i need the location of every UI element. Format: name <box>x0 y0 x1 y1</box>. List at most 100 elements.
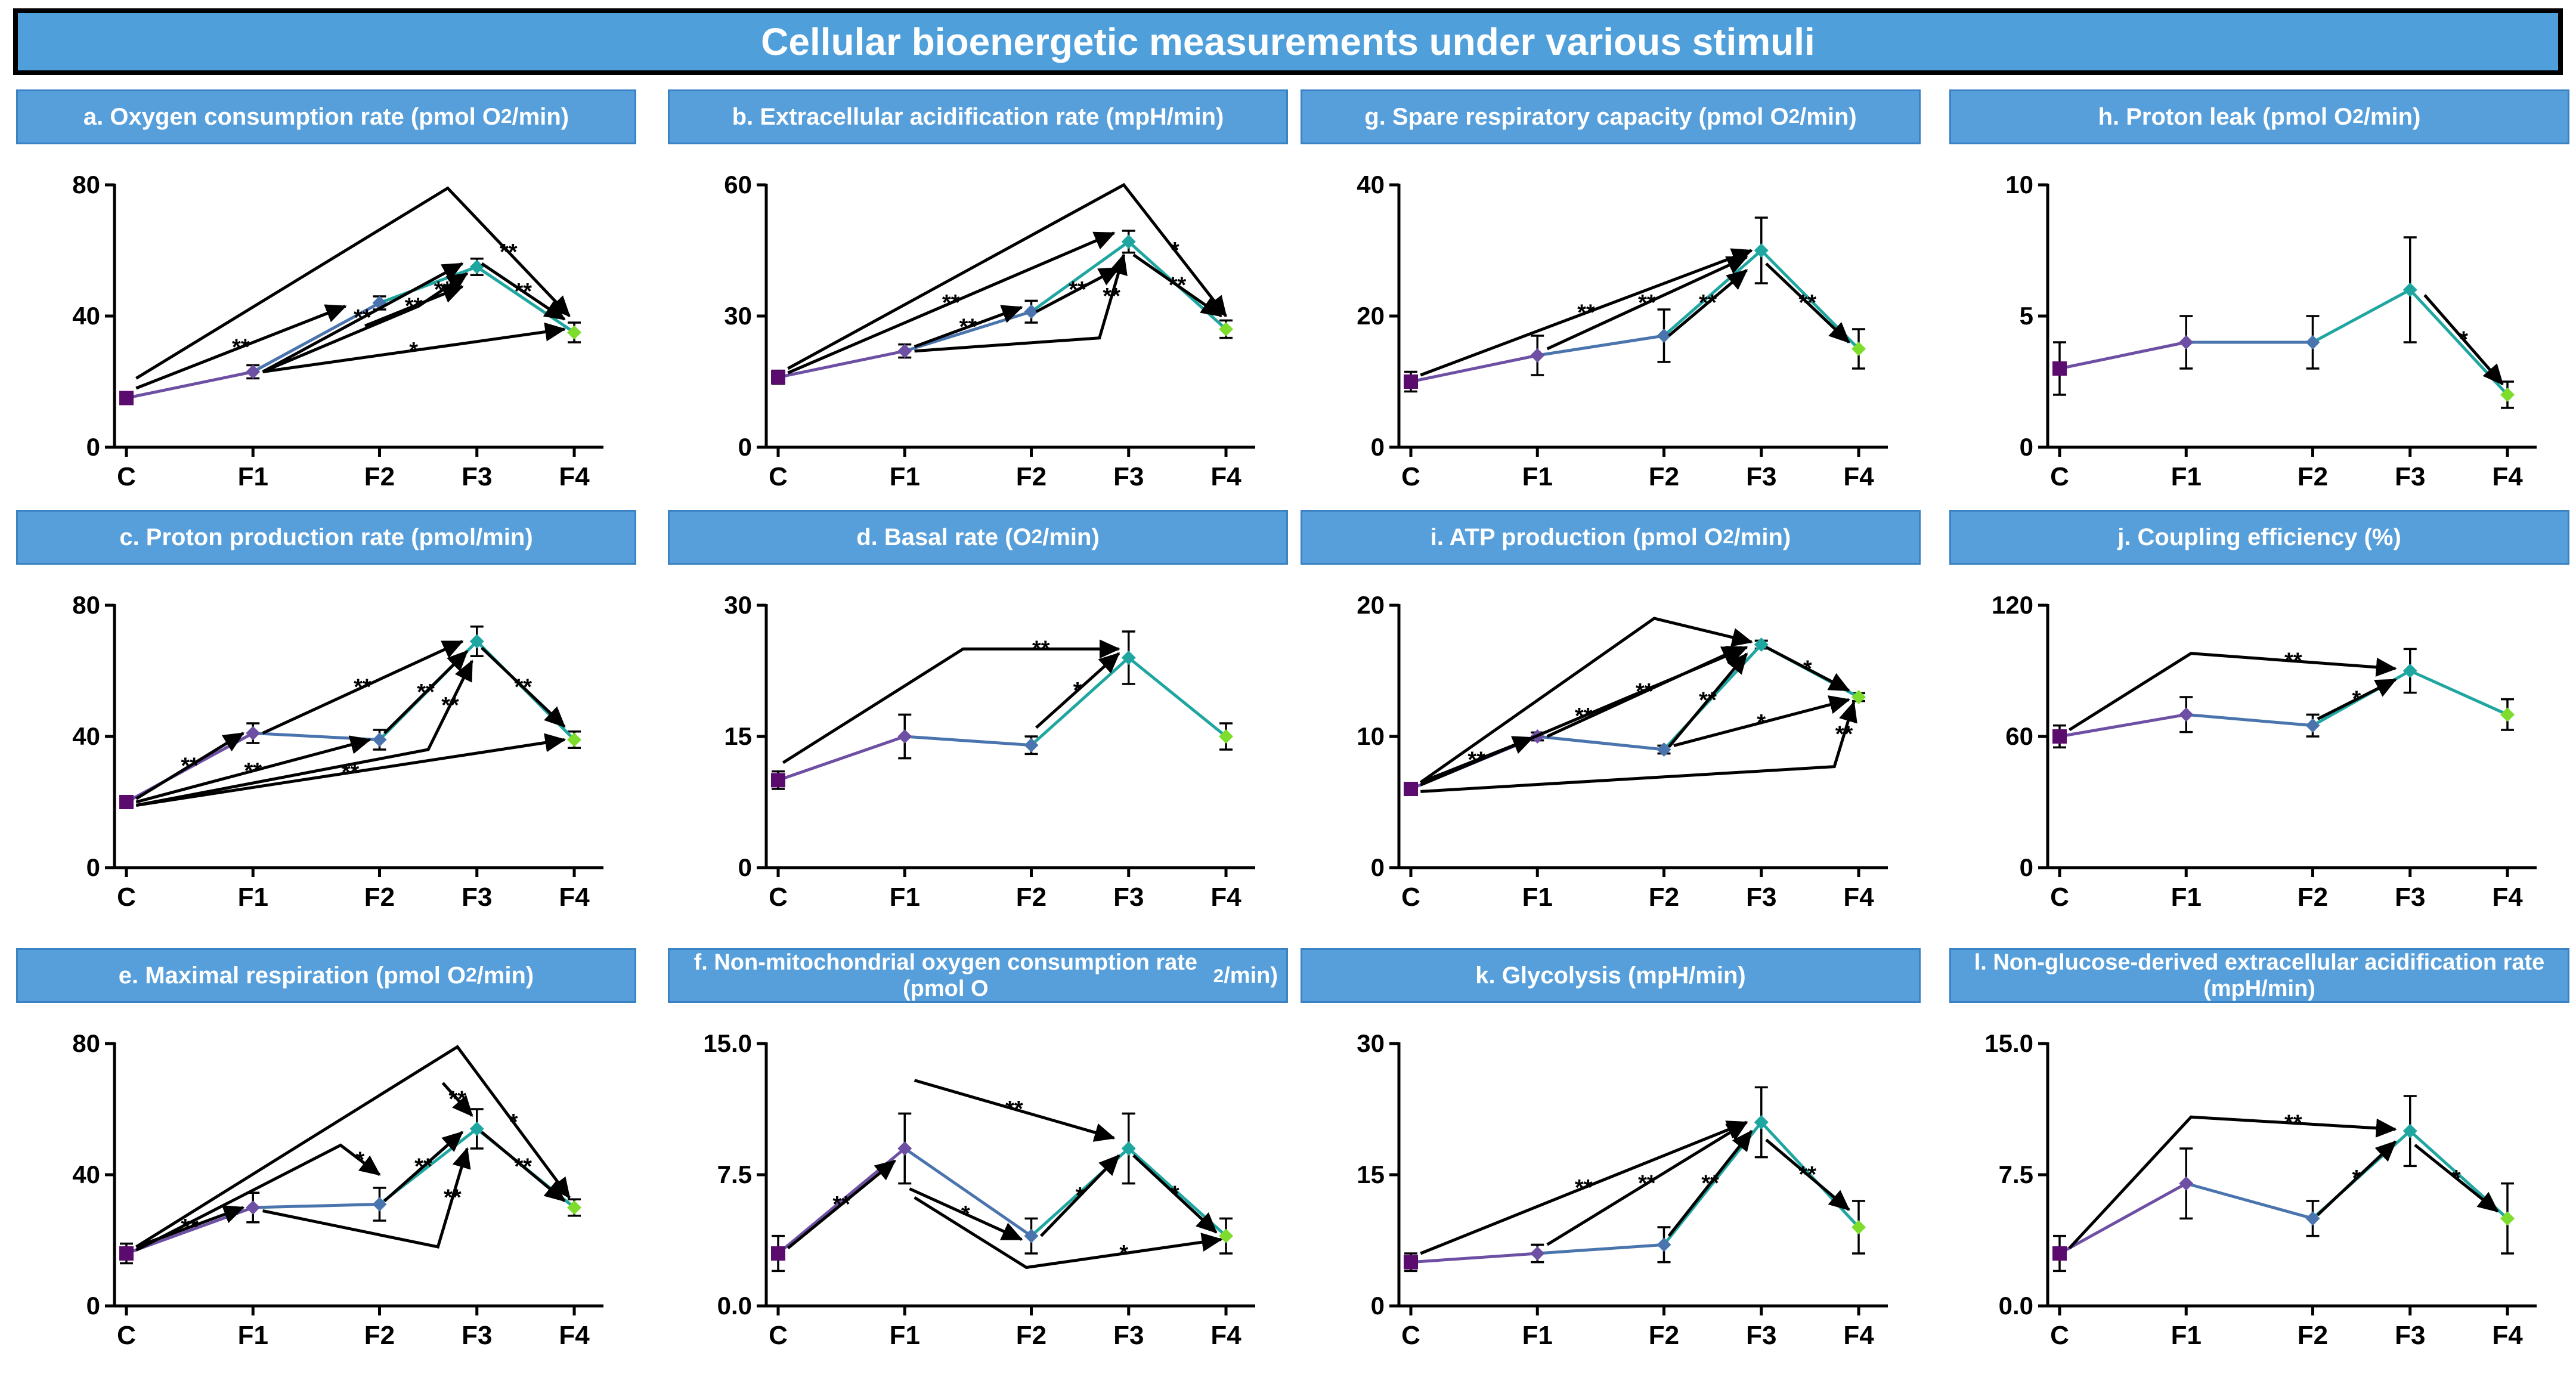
significance-label: * <box>355 1147 364 1172</box>
y-tick-label: 15.0 <box>703 1029 752 1057</box>
data-point <box>1219 322 1234 336</box>
data-point <box>1657 1237 1671 1252</box>
significance-arrow <box>1546 646 1744 738</box>
x-tick-label: F2 <box>1016 883 1046 912</box>
x-tick-label: F2 <box>1016 1321 1046 1350</box>
data-point <box>1121 651 1136 665</box>
chart-plot-g: 0 20 40 C F1 F2 F3 F4 ** ** ** ** <box>1357 171 1888 491</box>
significance-arrow <box>135 732 245 800</box>
x-tick-label: F4 <box>2492 1321 2523 1350</box>
data-point <box>1754 637 1769 652</box>
significance-label: ** <box>1636 679 1654 704</box>
significance-label: * <box>1171 1181 1179 1206</box>
y-tick-label: 60 <box>724 171 752 199</box>
significance-label: ** <box>414 1154 432 1179</box>
chart-plot-k: 0 15 30 C F1 F2 F3 F4 ** ** ** ** <box>1357 1029 1888 1350</box>
significance-arrow <box>1668 269 1748 337</box>
significance-arrow <box>1765 646 1850 692</box>
y-tick-label: 0 <box>2020 433 2033 461</box>
x-tick-label: C <box>1401 883 1420 912</box>
data-point <box>2179 335 2194 349</box>
significance-arrow <box>135 186 571 380</box>
x-tick-label: F3 <box>462 1321 492 1350</box>
figure-title: Cellular bioenergetic measurements under… <box>761 20 1815 63</box>
x-tick-label: F3 <box>1746 462 1776 491</box>
significance-arrow <box>1420 248 1753 377</box>
significance-label: ** <box>232 335 250 360</box>
data-point <box>1852 690 1866 704</box>
significance-arrow <box>1765 1138 1850 1211</box>
y-tick-label: 20 <box>1357 591 1385 619</box>
data-point <box>2402 664 2417 678</box>
x-tick-label: C <box>769 883 788 912</box>
chart-title: g. Spare respiratory capacity (pmol O 2/m… <box>1301 89 1921 144</box>
series-segment <box>778 735 906 782</box>
x-tick-label: F4 <box>2492 883 2523 912</box>
chart-panel-e: e. Maximal respiration (pmol O 2/min) 0 40 8… <box>13 948 639 1366</box>
series-segment <box>2186 713 2313 727</box>
x-tick-label: F1 <box>2171 1321 2202 1350</box>
data-point <box>246 1200 261 1215</box>
significance-arrow <box>481 1131 566 1202</box>
x-tick-label: F4 <box>559 883 590 912</box>
y-tick-label: 0 <box>86 1292 100 1320</box>
y-tick-label: 10 <box>1357 722 1385 750</box>
significance-arrow <box>787 182 1227 370</box>
data-point <box>1121 1141 1136 1156</box>
significance-arrow <box>914 1196 1223 1270</box>
x-tick-label: C <box>2050 883 2069 912</box>
series-segment <box>2059 340 2187 370</box>
chart-panel-i: i. ATP production (pmol O 2/min) 0 10 20 C F1 F… <box>1298 510 1924 927</box>
significance-label: ** <box>1577 301 1595 326</box>
y-tick-label: 0.0 <box>717 1292 752 1320</box>
x-tick-label: F2 <box>2298 1321 2328 1350</box>
significance-label: * <box>2459 327 2468 352</box>
data-point <box>1024 1228 1039 1243</box>
data-point <box>1024 738 1039 753</box>
x-tick-label: F2 <box>1649 1321 1679 1350</box>
chart-title: d. Basal rate (O 2/min) <box>668 510 1288 565</box>
x-tick-label: F3 <box>462 883 492 912</box>
data-point <box>469 634 484 649</box>
series-segment <box>903 1147 1032 1237</box>
chart-panel-d: d. Basal rate (O 2/min) 0 15 30 C F1 F2 F3 F4 ** * <box>665 510 1291 927</box>
data-point <box>567 732 582 747</box>
data-point <box>1404 374 1418 389</box>
data-point <box>2305 1211 2320 1226</box>
y-tick-label: 40 <box>72 1160 100 1188</box>
significance-arrow <box>787 1159 896 1250</box>
significance-arrow <box>1132 253 1222 318</box>
y-tick-label: 15 <box>1357 1160 1385 1188</box>
significance-arrow <box>262 262 464 373</box>
data-point <box>897 1141 912 1156</box>
y-tick-label: 20 <box>1357 302 1385 330</box>
series-segment <box>253 732 380 741</box>
data-point <box>2052 729 2067 744</box>
data-point <box>2305 718 2320 733</box>
significance-label: ** <box>417 680 435 705</box>
x-tick-label: F1 <box>238 1321 268 1350</box>
y-tick-label: 0 <box>1371 853 1385 881</box>
data-point <box>2179 1176 2194 1191</box>
series-segment <box>1410 354 1538 383</box>
x-tick-label: F4 <box>1843 883 1874 912</box>
series-segment <box>1030 240 1130 313</box>
data-point <box>1852 342 1866 356</box>
chart-title: j. Coupling efficiency (%) <box>1949 510 2569 565</box>
x-tick-label: C <box>769 1321 788 1350</box>
chart-panel-g: g. Spare respiratory capacity (pmol O 2/m… <box>1298 89 1924 507</box>
significance-arrow <box>2317 678 2397 720</box>
x-tick-label: F3 <box>1746 883 1776 912</box>
significance-arrow <box>262 322 566 373</box>
significance-arrow <box>135 304 347 390</box>
data-point <box>1024 304 1039 319</box>
series-segment <box>253 1203 380 1209</box>
data-point <box>771 1246 785 1261</box>
data-point <box>372 1197 387 1212</box>
significance-label: ** <box>1638 290 1656 315</box>
x-tick-label: F1 <box>2171 462 2202 491</box>
x-tick-label: F1 <box>890 462 920 491</box>
